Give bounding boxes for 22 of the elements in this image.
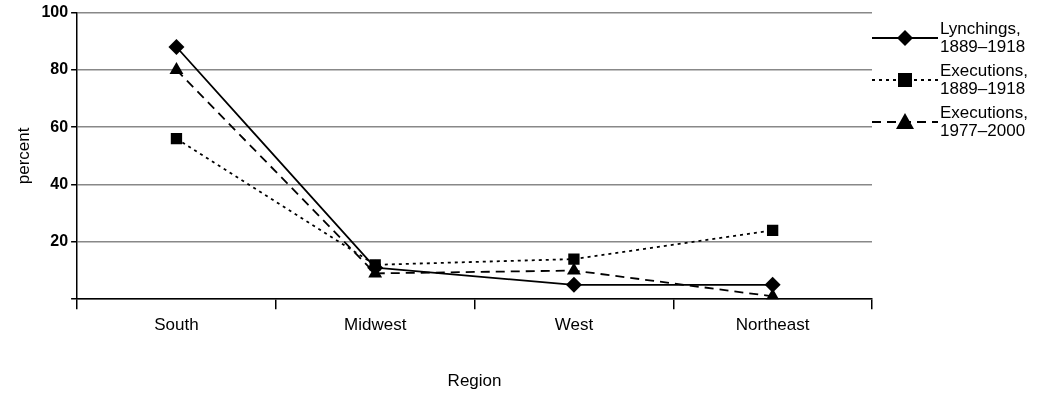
point: [566, 262, 581, 275]
y-tick-label: 20: [50, 232, 69, 250]
x-tick-label: Northeast: [735, 315, 810, 335]
y-tick-label: 80: [50, 60, 69, 78]
point: [170, 133, 183, 145]
legend-label: Lynchings, 1889–1918: [940, 19, 1027, 56]
x-axis-title: Region: [447, 371, 502, 391]
y-tick-label: 40: [50, 174, 69, 192]
point: [766, 224, 779, 237]
point: [169, 61, 184, 74]
x-tick-label: West: [554, 315, 594, 335]
point: [168, 38, 185, 55]
y-tick-label: 100: [41, 3, 69, 21]
x-tick-label: South: [154, 315, 199, 335]
legend-label: Executions, 1977–2000: [940, 103, 1029, 140]
point: [565, 276, 582, 293]
point: [764, 276, 781, 293]
x-tick-label: Midwest: [344, 315, 407, 335]
legend-label: Executions, 1889–1918: [940, 61, 1029, 98]
y-axis-title: percent: [13, 127, 33, 185]
y-tick-label: 60: [50, 117, 69, 135]
point: [568, 253, 580, 265]
